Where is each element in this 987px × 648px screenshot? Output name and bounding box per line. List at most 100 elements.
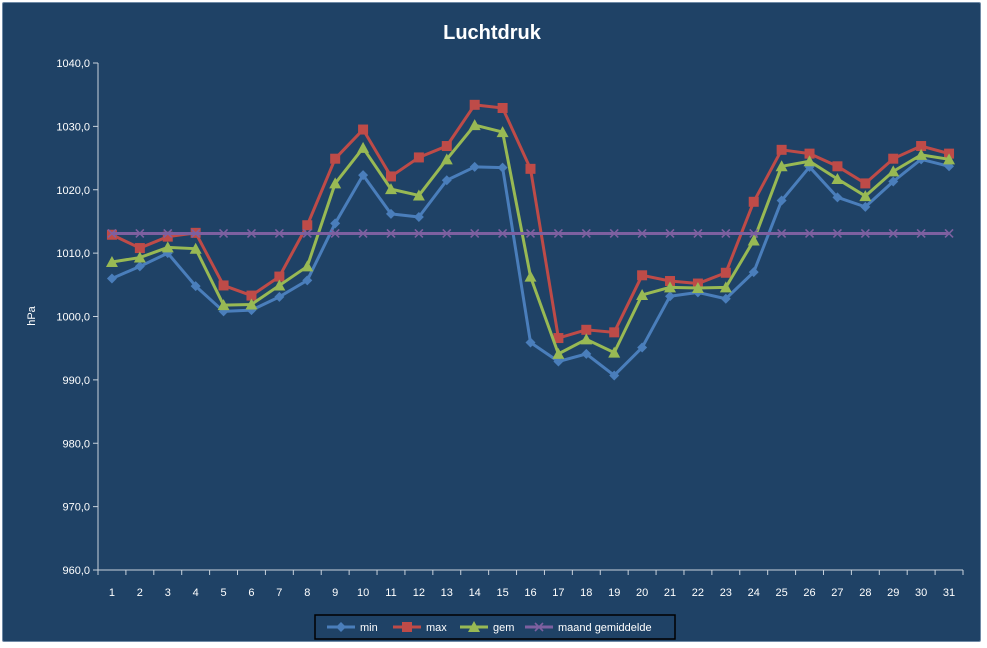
- data-point: [580, 333, 593, 345]
- x-tick-label: 8: [304, 587, 310, 599]
- data-point: [105, 255, 118, 267]
- data-point: [804, 228, 815, 239]
- x-tick-label: 14: [469, 587, 481, 599]
- data-point: [887, 165, 900, 177]
- chart-title: Luchtdruk: [443, 22, 542, 44]
- data-point: [469, 161, 480, 172]
- data-point: [190, 281, 201, 292]
- data-point: [302, 275, 313, 286]
- x-tick-label: 17: [552, 587, 564, 599]
- data-point: [107, 228, 117, 239]
- data-point: [859, 190, 872, 202]
- data-point: [135, 228, 145, 239]
- data-point: [497, 102, 508, 113]
- data-point: [943, 153, 956, 165]
- data-point: [553, 356, 564, 367]
- x-tick-label: 6: [248, 587, 254, 599]
- x-tick-label: 11: [385, 587, 396, 599]
- x-tick-label: 12: [413, 587, 425, 599]
- x-tick-label: 24: [748, 587, 760, 599]
- legend-marker: [336, 622, 346, 632]
- x-tick-label: 1: [109, 587, 115, 599]
- data-point: [134, 243, 145, 254]
- data-point: [413, 212, 424, 223]
- data-point: [609, 370, 620, 381]
- data-point: [191, 228, 201, 239]
- data-point: [189, 242, 202, 254]
- data-point: [860, 201, 871, 212]
- data-point: [748, 196, 759, 207]
- data-point: [747, 234, 760, 246]
- legend-marker: [534, 622, 544, 632]
- y-tick-label: 980,0: [62, 438, 90, 450]
- data-point: [329, 177, 342, 189]
- series-gem: [105, 119, 956, 359]
- data-point: [386, 228, 396, 239]
- y-tick-label: 1040,0: [56, 58, 90, 70]
- series-min: [106, 154, 955, 381]
- data-point: [497, 162, 508, 173]
- data-point: [664, 281, 677, 293]
- x-tick-label: 25: [776, 587, 788, 599]
- data-point: [441, 175, 452, 186]
- data-point: [803, 155, 816, 167]
- data-point: [246, 290, 257, 301]
- data-point: [608, 346, 621, 358]
- data-point: [470, 228, 480, 239]
- data-point: [832, 228, 843, 239]
- data-point: [719, 281, 732, 293]
- data-point: [358, 124, 369, 135]
- x-tick-label: 16: [524, 587, 536, 599]
- plot-area: 960,0 970,0 980,0 990,0 1000,0 1010,0 1020,0 10…: [56, 58, 964, 599]
- data-point: [330, 153, 341, 164]
- data-point: [218, 280, 229, 291]
- data-point: [245, 298, 258, 310]
- x-tick-label: 23: [720, 587, 732, 599]
- data-point: [691, 281, 704, 293]
- data-point: [775, 160, 788, 172]
- x-tick-label: 10: [357, 587, 369, 599]
- data-point: [525, 228, 536, 239]
- data-point: [832, 161, 843, 172]
- x-tick-label: 9: [332, 587, 338, 599]
- data-point: [831, 172, 844, 184]
- x-tick-label: 28: [859, 587, 871, 599]
- data-point: [384, 183, 397, 195]
- data-point: [218, 228, 229, 239]
- data-point: [860, 178, 871, 189]
- data-point: [693, 228, 703, 239]
- data-point: [776, 144, 787, 155]
- data-point: [274, 271, 285, 282]
- data-point: [302, 228, 312, 239]
- data-point: [720, 267, 731, 278]
- x-tick-label: 20: [636, 587, 648, 599]
- x-tick-label: 22: [692, 587, 704, 599]
- data-point: [637, 228, 647, 239]
- data-point: [553, 333, 564, 344]
- data-point: [609, 327, 620, 338]
- chart-svg: Luchtdruk hPa 960,0 970,0 980,0 990,0 1000,0…: [26, 22, 964, 640]
- data-point: [133, 251, 146, 263]
- legend-label: gem: [493, 622, 514, 634]
- data-point: [161, 241, 174, 253]
- legend-label: max: [426, 622, 447, 634]
- chart-frame: Luchtdruk hPa 960,0 970,0 980,0 990,0 1000,0…: [2, 2, 981, 642]
- y-tick-label: 1030,0: [56, 121, 90, 133]
- data-point: [525, 163, 536, 174]
- data-point: [609, 228, 619, 239]
- data-point: [888, 176, 899, 187]
- data-point: [498, 228, 508, 239]
- legend: min max gem maand gemiddelde: [314, 614, 676, 640]
- series-maand-gemiddelde: [107, 228, 954, 239]
- data-point: [804, 148, 815, 159]
- data-point: [302, 220, 313, 231]
- series-line: [111, 103, 950, 340]
- data-point: [552, 347, 565, 359]
- data-point: [217, 299, 230, 311]
- data-point: [273, 279, 286, 291]
- y-tick-label: 960,0: [62, 565, 90, 577]
- data-point: [720, 293, 731, 304]
- legend-box: [314, 614, 676, 640]
- x-tick-label: 30: [915, 587, 927, 599]
- x-tick-label: 15: [496, 587, 508, 599]
